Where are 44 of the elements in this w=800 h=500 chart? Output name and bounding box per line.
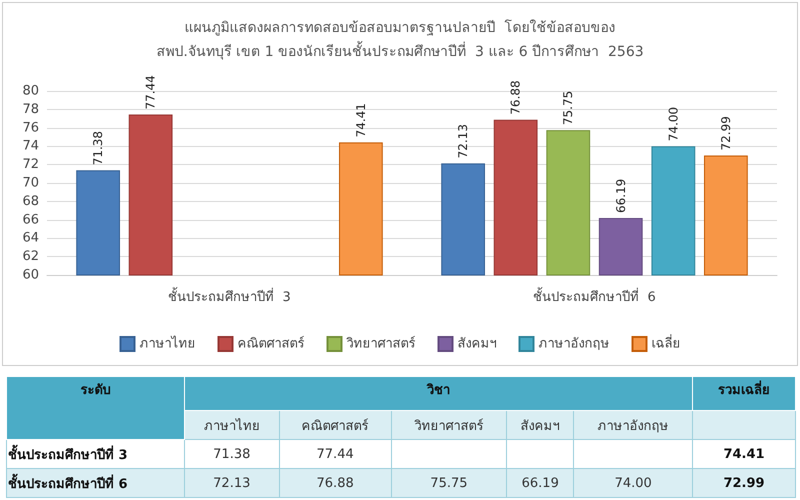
data-label: 77.44 [144,75,158,110]
text: 74.41 [723,446,765,462]
data-label: 74.41 [354,103,368,138]
data-label: 71.38 [91,130,106,166]
text: 77.44 [316,446,354,462]
y-tick-label: 62 [22,249,39,264]
text: 76.88 [316,476,354,490]
y-tick-label: 78 [22,102,39,117]
text: 66.19 [522,476,559,490]
chart-title: แผนภูมิแสดงผลการทดสอบข้อสอบมาตรฐานปลายปี โดยใช้ข้อสอบของ สพป.จันทบุรี เขต 1 ของนักเรียนชั้นประถมศึกษาปีที่ 3 และ 6 ปีการศึกษา 2563 [156,19,644,60]
y-tick-label: 60 [22,268,39,282]
y-tick-label: 68 [22,194,39,209]
text: 72.13 [213,476,250,490]
text: 74.00 [614,476,652,490]
legend-label: ภาษาไทย [140,336,196,352]
text: ภาษาอังกฤษ [598,418,669,434]
text: ภาษาไทย [204,418,260,434]
data-label: 75.75 [561,90,576,126]
y-tick-label: 72 [22,157,39,172]
y-tick-label: 66 [22,212,39,228]
legend-label: เฉลี่ย [652,334,680,352]
legend-label: ภาษาอังกฤษ [538,336,610,352]
legend-label: สังคมฯ [458,336,496,352]
y-tick-label: 64 [22,230,39,246]
data-label: 72.13 [456,124,470,158]
text: 75.75 [430,476,468,490]
text: คณิตศาสตร์ [302,418,369,434]
data-label: 74.00 [666,106,680,142]
legend-label: คณิตศาสตร์ [238,336,304,352]
data-label: 76.88 [508,80,523,115]
y-tick-label: 80 [22,84,39,98]
legend-label: วิทยาศาสตร์ [346,336,416,352]
data-label: 72.99 [718,116,733,150]
text: วิชา [184,376,692,410]
text: ระดับ [6,376,184,440]
text: สังคมฯ [520,418,560,434]
text: 71.38 [213,446,250,462]
y-tick-label: 74 [22,138,39,154]
data-label: 66.19 [614,178,628,214]
text: 72.99 [723,476,765,490]
y-tick-label: 76 [22,120,39,136]
y-tick-label: 70 [22,176,39,190]
text: วิทยาศาสตร์ [414,418,484,434]
text: รวมเฉลี่ย [692,376,796,410]
